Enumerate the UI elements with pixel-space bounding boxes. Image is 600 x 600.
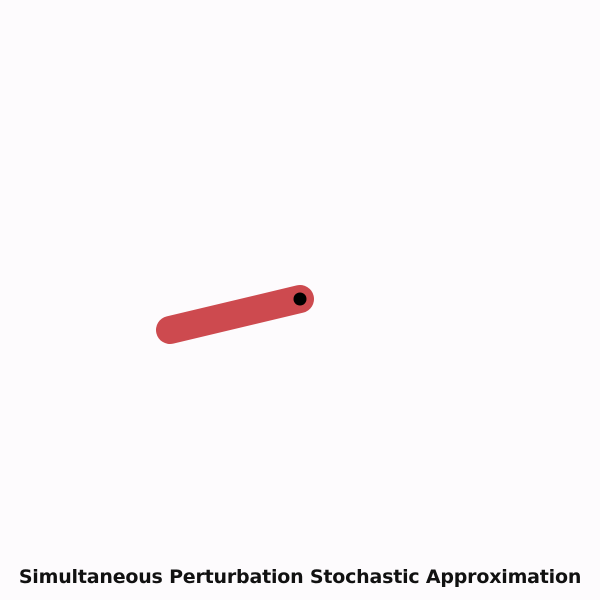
pendulum-pivot [293, 292, 307, 306]
caption-title: Simultaneous Perturbation Stochastic App… [18, 566, 582, 588]
pendulum-rod [156, 285, 314, 344]
